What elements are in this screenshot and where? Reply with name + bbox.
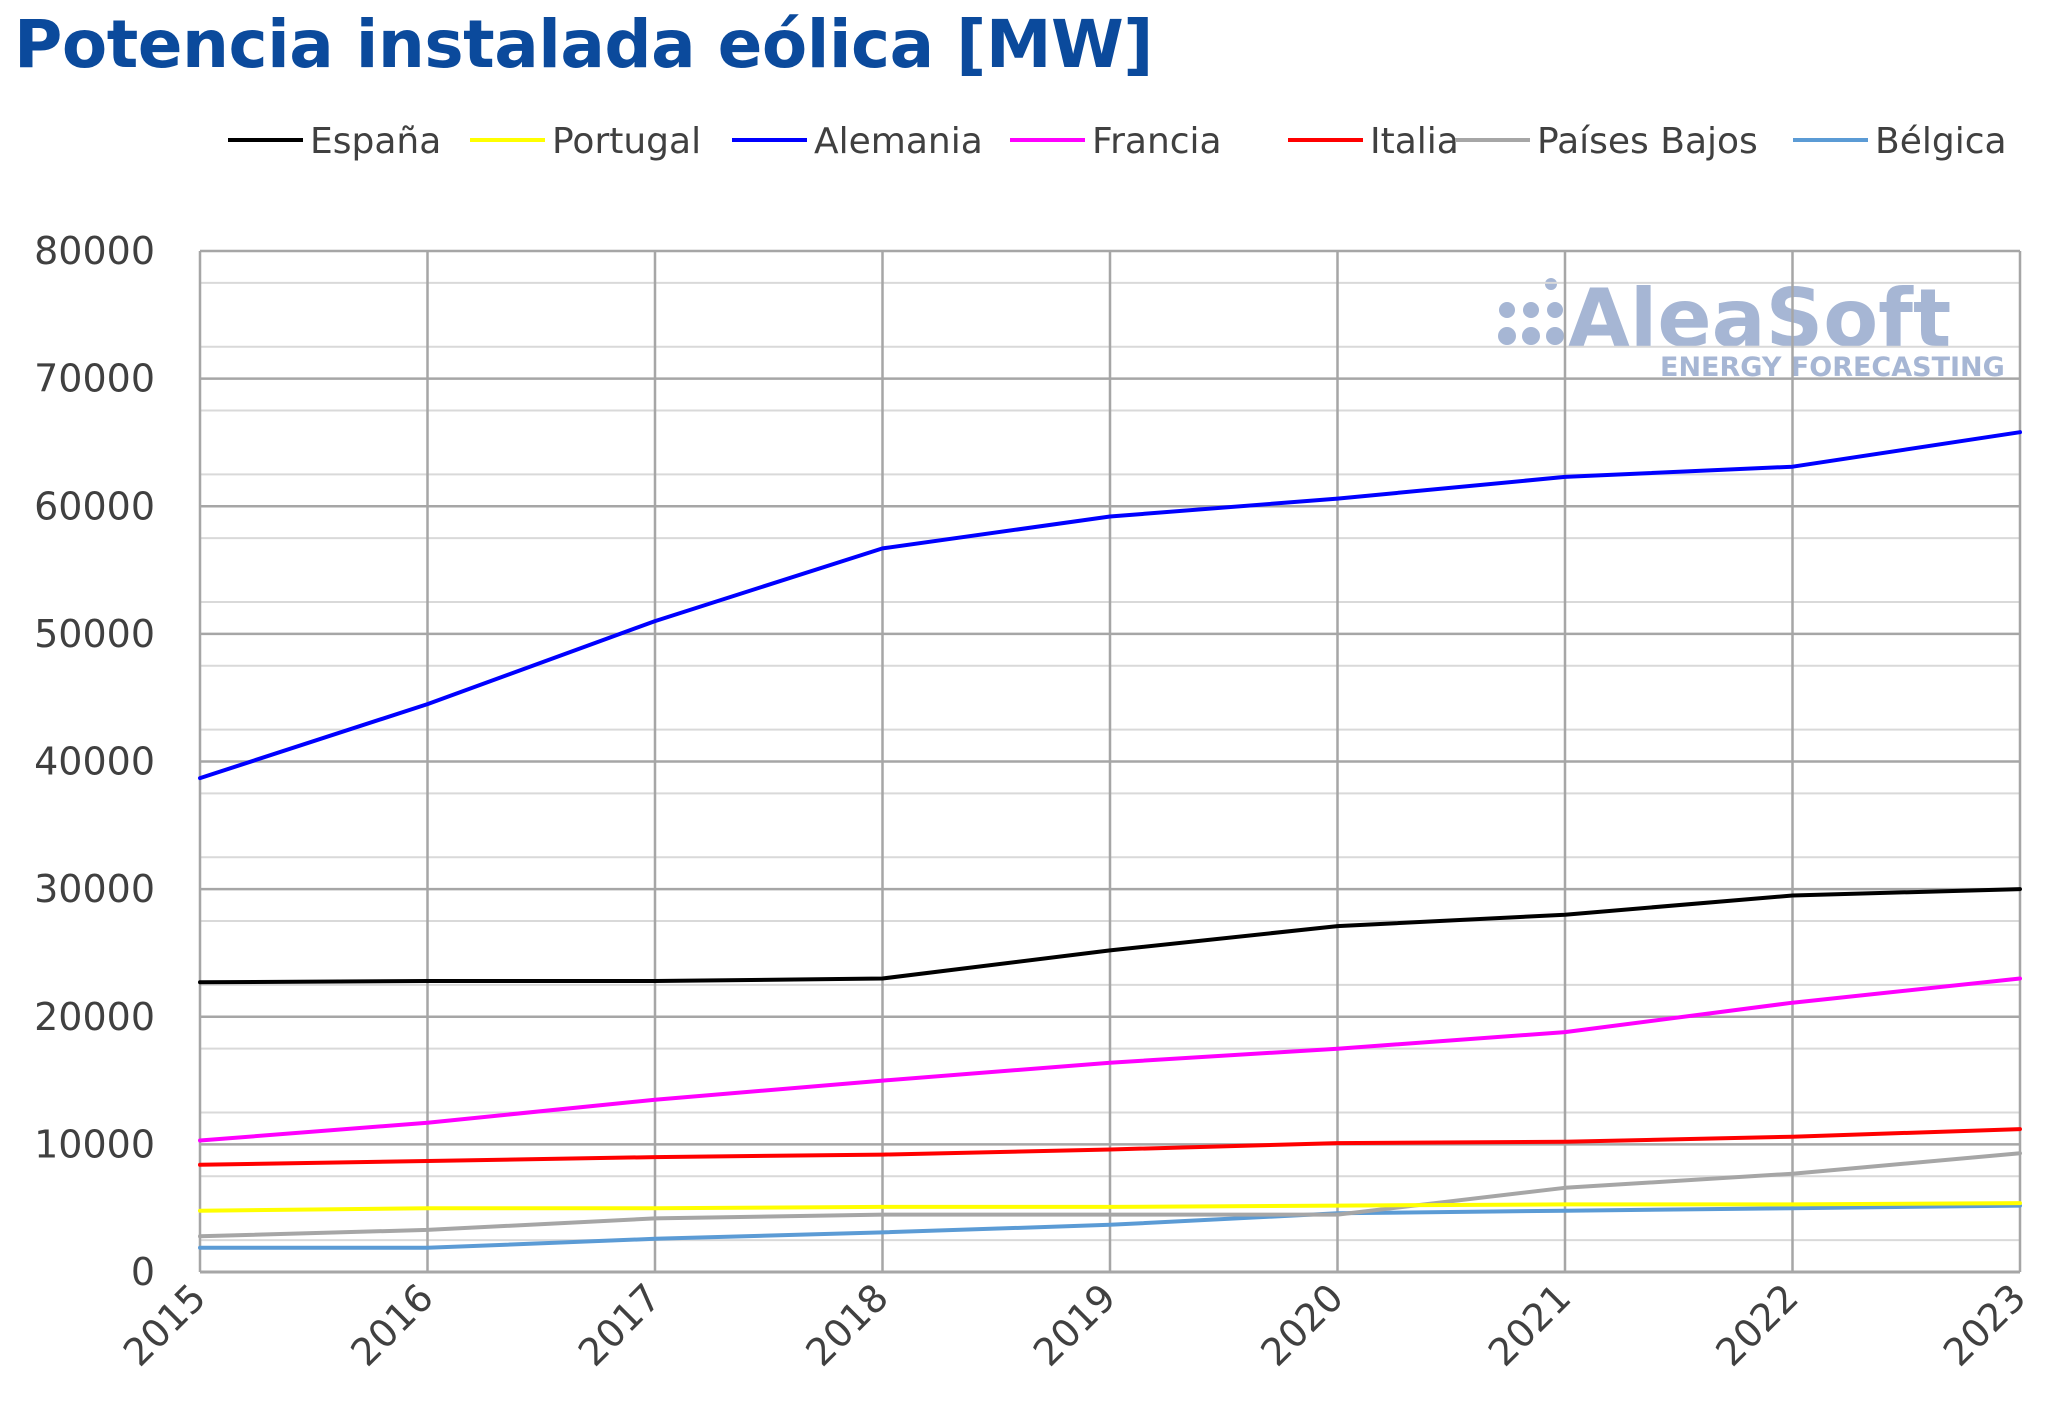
legend-label: Portugal <box>552 121 701 162</box>
y-tick-label: 60000 <box>34 484 155 528</box>
series-line-bélgica <box>198 1203 2022 1250</box>
series-line-alemania <box>198 430 2022 781</box>
logo-dot <box>1547 302 1563 318</box>
y-axis: 0 10000 20000 30000 40000 50000 60000 70000 8000… <box>34 229 155 1294</box>
series-line-países-bajos <box>198 1151 2022 1239</box>
x-tick-label: 2023 <box>1935 1275 2035 1375</box>
series-line-españa <box>198 887 2022 985</box>
chart-legend: España Portugal Alemania Francia Italia Paíse… <box>228 121 2007 162</box>
y-tick-label: 20000 <box>34 995 155 1039</box>
x-axis: 2015 2016 2017 2018 2019 2020 2021 2022 2023 <box>115 1275 2035 1375</box>
logo-dot <box>1498 327 1516 345</box>
legend-label: Países Bajos <box>1537 121 1758 162</box>
logo-dot <box>1546 327 1564 345</box>
chart-title: Potencia instalada eólica [MW] <box>14 6 1153 83</box>
y-tick-label: 50000 <box>34 612 155 656</box>
legend-label: Bélgica <box>1875 121 2007 162</box>
x-tick-label: 2019 <box>1025 1275 1125 1375</box>
legend-label: Alemania <box>814 121 983 162</box>
logo-dot <box>1545 278 1557 290</box>
y-tick-label: 80000 <box>34 229 155 273</box>
logo-dot <box>1523 302 1539 318</box>
x-tick-label: 2017 <box>570 1275 670 1375</box>
series-line-italia <box>198 1127 2022 1167</box>
x-tick-label: 2015 <box>115 1275 215 1375</box>
aleasoft-watermark: AleaSoft ENERGY FORECASTING <box>1498 272 2005 383</box>
logo-dot <box>1499 302 1515 318</box>
chart-grid <box>198 249 2022 1274</box>
y-tick-label: 70000 <box>34 357 155 401</box>
series-line-portugal <box>198 1201 2022 1213</box>
watermark-brand: AleaSoft <box>1568 272 1951 365</box>
x-tick-label: 2021 <box>1480 1275 1580 1375</box>
y-tick-label: 0 <box>131 1250 155 1294</box>
aleasoft-logo-icon <box>1498 278 1564 345</box>
legend-label: Francia <box>1092 121 1222 162</box>
x-tick-label: 2016 <box>342 1275 442 1375</box>
y-tick-label: 10000 <box>34 1122 155 1166</box>
x-tick-label: 2022 <box>1707 1275 1807 1375</box>
x-tick-label: 2020 <box>1252 1275 1352 1375</box>
legend-label: Italia <box>1370 121 1459 162</box>
legend-label: España <box>310 121 441 162</box>
logo-dot <box>1522 327 1540 345</box>
chart-series <box>198 430 2022 1250</box>
y-tick-label: 40000 <box>34 740 155 784</box>
x-tick-label: 2018 <box>797 1275 897 1375</box>
y-tick-label: 30000 <box>34 867 155 911</box>
series-line-francia <box>198 976 2022 1143</box>
